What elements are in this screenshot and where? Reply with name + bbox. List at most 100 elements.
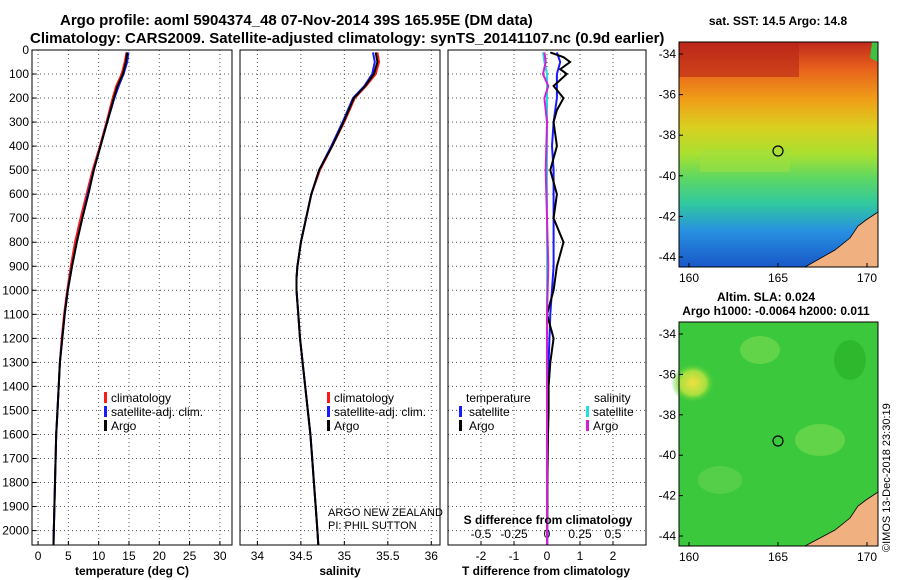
series-line-argo [295,52,379,546]
map-x-tick-label: 160 [679,550,699,564]
y-tick-label: 1800 [2,476,29,490]
sla-map-subtitle: Argo h1000: -0.0064 h2000: 0.011 [682,304,870,318]
y-tick-label: 600 [9,187,29,201]
sla-blob [834,340,866,380]
y-tick-label: 1100 [3,307,29,321]
x-tick-label: 30 [213,549,227,563]
temperature-plot-frame [31,49,233,546]
sst-warm-patch [679,42,799,77]
legend-swatch-argo [104,420,107,431]
map-y-tick-label: -34 [659,47,677,61]
sla-blob [698,466,742,494]
legend-swatch-t-argo [459,420,462,431]
s-tick-label: 0.25 [568,527,592,541]
difference-legend: temperature satellite Argo salinity sate… [459,391,634,433]
float-pi-annotation: PI: PHIL SUTTON [328,520,417,532]
legend-swatch-climatology [104,392,107,403]
y-tick-label: 1000 [2,283,29,297]
map-y-tick-label: -42 [659,489,677,503]
imos-credit: ©IMOS 13-Dec-2018 23:30:19 [881,403,893,552]
map-y-tick-label: -38 [659,128,677,142]
y-tick-label: 1700 [2,451,29,465]
map-y-tick-label: -44 [659,250,677,264]
x-tick-label: 35 [338,549,352,563]
y-tick-label: 1900 [2,500,29,514]
x-tick-label: 34.5 [289,549,313,563]
sla-blob [740,336,780,364]
legend-swatch-argo [327,420,330,431]
legend-label-satellite: satellite-adj. clim. [111,405,203,419]
y-tick-label: 400 [9,139,29,153]
legend-swatch-satellite [327,406,330,417]
temperature-axis-ticks: 0 5 10 15 20 25 30 [35,541,227,563]
y-tick-label: 900 [9,259,29,273]
x-tick-label: 10 [92,549,106,563]
series-line-climatology [295,52,381,546]
sst-front-patch [700,150,790,172]
x-tick-label: 0 [544,549,551,563]
s-tick-label: -0.5 [471,527,492,541]
y-tick-label: 2000 [2,524,29,538]
argo-location-marker [772,145,784,157]
map-y-tick-label: -34 [659,327,677,341]
y-tick-label: 500 [9,163,29,177]
y-tick-label: 100 [9,67,29,81]
sla-high-blob [671,363,715,403]
legend-label-t-argo: Argo [469,419,495,433]
salinity-xlabel: salinity [319,564,361,578]
series-line-satellite-adj-clim- [52,52,130,546]
series-line-s-argo [541,52,550,545]
map-y-tick-label: -36 [659,88,677,102]
temperature-panel: 0100200300400500600700800900100011001200… [2,43,233,578]
s-difference-xlabel: S difference from climatology [464,513,633,527]
map-x-tick-label: 165 [768,271,788,285]
s-tick-label: 0.5 [605,527,622,541]
x-tick-label: 25 [183,549,197,563]
y-tick-label: 700 [9,211,29,225]
sst-map: sat. SST: 14.5 Argo: 14.8 -34 -36 -38 -40 -4… [659,14,879,285]
y-tick-label: 0 [22,43,29,57]
x-tick-label: 1 [577,549,584,563]
sla-map: Altim. SLA: 0.024 Argo h1000: -0.0064 h2… [659,290,879,564]
series-line-satellite-adj-clim- [295,52,376,546]
legend-swatch-satellite [104,406,107,417]
depth-axis-ticks: 0 100 200 300 400 500 600 700 800 900 1000 1100 1200… [2,43,36,538]
y-tick-label: 1400 [2,379,29,393]
x-tick-label: 2 [610,549,617,563]
legend-label-climatology: climatology [111,391,171,405]
salinity-axis-ticks: 34 34.5 35 35.5 36 [251,541,439,563]
legend-swatch-s-satellite [586,406,589,417]
map-y-tick-label: -42 [659,209,677,223]
argo-location-marker [772,435,784,447]
y-tick-label: 1200 [2,331,29,345]
map-x-tick-label: 170 [857,271,877,285]
x-tick-label: 34 [251,549,265,563]
legend-label-argo: Argo [334,419,360,433]
x-tick-label: 35.5 [376,549,400,563]
float-owner-annotation: ARGO NEW ZEALAND [328,507,443,519]
y-tick-label: 1500 [2,403,29,417]
header-title-line1: Argo profile: aoml 5904374_48 07-Nov-201… [60,12,533,29]
x-tick-label: -2 [476,549,487,563]
x-tick-label: 5 [65,549,72,563]
map-y-tick-label: -40 [659,448,677,462]
map-y-tick-label: -38 [659,408,677,422]
map-x-tick-label: 165 [768,550,788,564]
x-tick-label: 0 [35,549,42,563]
legend-label-climatology: climatology [334,391,394,405]
temperature-xlabel: temperature (deg C) [75,564,189,578]
temperature-legend: climatology satellite-adj. clim. Argo [104,391,203,433]
y-tick-label: 200 [9,91,29,105]
t-difference-xlabel: T difference from climatology [462,564,630,578]
difference-plot-frame [447,49,647,546]
header-title-line2: Climatology: CARS2009. Satellite-adjuste… [30,30,664,47]
legend-swatch-t-satellite [459,406,462,417]
legend-title-temperature: temperature [466,391,531,405]
legend-swatch-climatology [327,392,330,403]
series-line-t-argo [545,51,572,545]
legend-label-t-satellite: satellite [469,405,510,419]
sla-map-title: Altim. SLA: 0.024 [717,290,815,304]
x-tick-label: 36 [425,549,439,563]
y-tick-label: 800 [9,235,29,249]
